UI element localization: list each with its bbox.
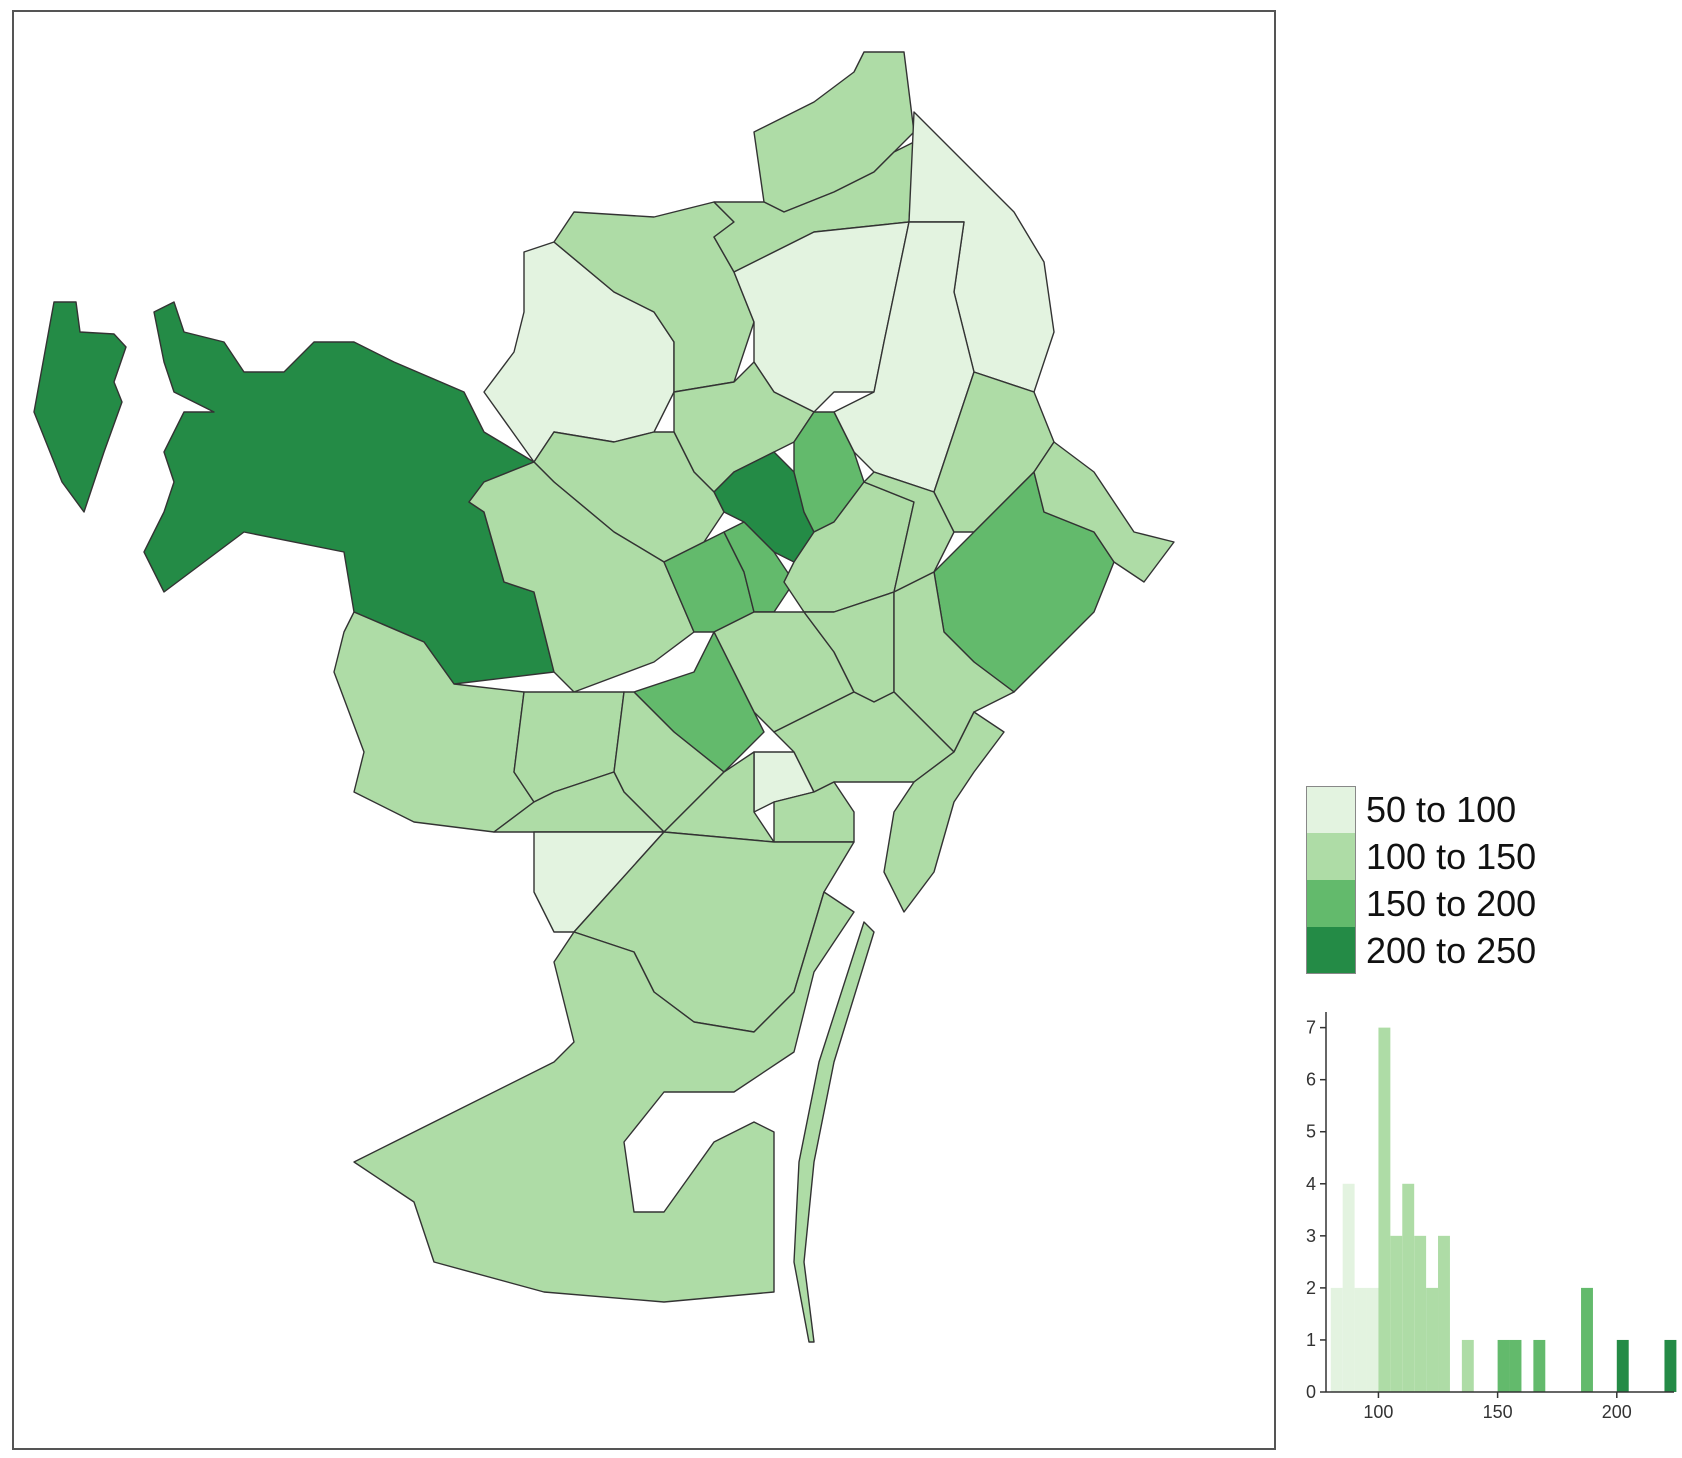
histogram-bar: [1509, 1339, 1522, 1392]
histogram-bar: [1461, 1339, 1474, 1392]
histogram-bar: [1390, 1235, 1403, 1392]
district-center-med-3[interactable]: [723, 521, 795, 613]
histogram-bar: [1342, 1183, 1355, 1392]
histogram-bar: [1497, 1339, 1510, 1392]
breakwater: [793, 921, 875, 1343]
x-tick-label: 100: [1363, 1402, 1393, 1422]
legend-swatch: [1306, 880, 1356, 927]
x-tick-label: 150: [1483, 1402, 1513, 1422]
histogram-bar: [1330, 1287, 1343, 1392]
histogram-bar: [1378, 1027, 1391, 1392]
legend-swatch: [1306, 927, 1356, 974]
legend-item: 100 to 150: [1306, 833, 1536, 880]
district-port-east[interactable]: [883, 711, 1005, 913]
y-tick-label: 2: [1306, 1278, 1316, 1298]
y-tick-label: 5: [1306, 1122, 1316, 1142]
legend-swatch: [1306, 833, 1356, 880]
district-east-coast[interactable]: [1033, 441, 1175, 583]
legend-label: 100 to 150: [1366, 835, 1537, 877]
legend-label: 150 to 200: [1366, 882, 1537, 924]
choropleth-map: [33, 51, 1175, 1343]
legend-label: 200 to 250: [1366, 929, 1537, 971]
histogram-bar: [1438, 1235, 1450, 1392]
map-legend: 50 to 100 100 to 150 150 to 200 200 to 2…: [1306, 786, 1536, 974]
y-tick-label: 0: [1306, 1382, 1316, 1402]
y-tick-label: 7: [1306, 1018, 1316, 1038]
histogram: 0 1 2 3 4 5 6 7 100 150 200: [1306, 1012, 1677, 1422]
map-frame: [12, 10, 1276, 1450]
histogram-bar: [1616, 1339, 1629, 1392]
district-southwest-light[interactable]: [533, 831, 665, 933]
y-tick-label: 4: [1306, 1174, 1316, 1194]
x-tick-label: 200: [1602, 1402, 1632, 1422]
histogram-bar: [1533, 1339, 1546, 1392]
histogram-bar: [1402, 1183, 1415, 1392]
district-south-2[interactable]: [353, 891, 855, 1303]
histogram-bar: [1664, 1339, 1677, 1392]
legend-item: 200 to 250: [1306, 927, 1536, 974]
legend-label: 50 to 100: [1366, 788, 1517, 830]
histogram-bar: [1426, 1287, 1439, 1392]
district-north-5[interactable]: [733, 221, 910, 413]
legend-item: 150 to 200: [1306, 880, 1536, 927]
histogram-bar: [1366, 1287, 1379, 1392]
district-east-1[interactable]: [863, 471, 955, 593]
y-tick-label: 3: [1306, 1226, 1316, 1246]
histogram-bar: [1414, 1235, 1427, 1392]
legend-item: 50 to 100: [1306, 786, 1536, 833]
histogram-bar: [1354, 1287, 1367, 1392]
district-west-mid[interactable]: [468, 461, 695, 693]
legend-swatch: [1306, 786, 1356, 833]
district-west[interactable]: [33, 301, 127, 513]
histogram-bar: [1581, 1287, 1593, 1392]
y-tick-label: 6: [1306, 1070, 1316, 1090]
y-tick-label: 1: [1306, 1330, 1316, 1350]
